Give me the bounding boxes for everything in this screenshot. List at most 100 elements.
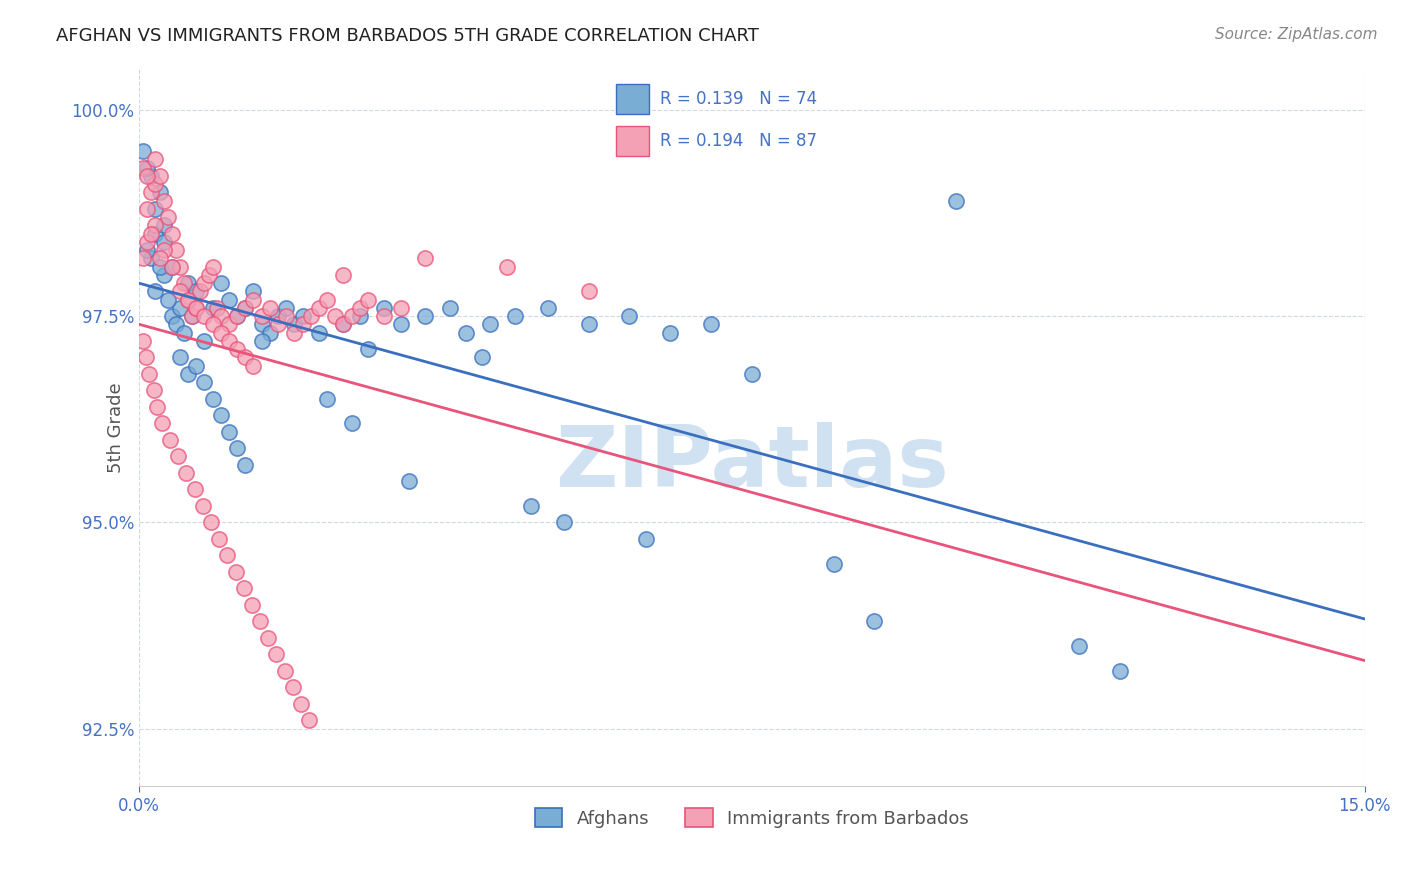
Point [177, 293, 200, 307]
Point [169, 260, 191, 274]
Point [152, 219, 174, 233]
Point [290, 697, 312, 711]
Point [136, 161, 159, 175]
Legend: Afghans, Immigrants from Barbados: Afghans, Immigrants from Barbados [527, 801, 976, 835]
Point [226, 309, 249, 323]
Point [132, 252, 155, 266]
Point [218, 293, 240, 307]
Y-axis label: 5th Grade: 5th Grade [107, 382, 125, 473]
Point [232, 582, 254, 596]
Point [413, 309, 436, 323]
Point [176, 466, 198, 480]
Point [141, 252, 163, 266]
Point [373, 309, 395, 323]
Point [136, 202, 159, 216]
Point [218, 318, 240, 332]
Point [823, 557, 845, 571]
Point [226, 342, 249, 356]
Point [741, 367, 763, 381]
Point [138, 367, 160, 381]
Point [136, 235, 159, 249]
Point [659, 326, 682, 340]
Point [225, 565, 247, 579]
Point [249, 615, 271, 629]
Point [537, 301, 560, 315]
Point [349, 301, 371, 315]
Point [186, 285, 208, 299]
Point [152, 194, 174, 208]
Point [316, 293, 339, 307]
Point [167, 450, 190, 464]
Point [240, 598, 263, 612]
Point [479, 318, 502, 332]
Point [218, 334, 240, 348]
Point [208, 532, 231, 546]
Point [520, 499, 543, 513]
Point [152, 243, 174, 257]
Point [209, 309, 232, 323]
Point [135, 351, 157, 365]
Point [267, 309, 290, 323]
Point [259, 326, 281, 340]
Point [145, 285, 167, 299]
Point [357, 293, 380, 307]
Point [156, 210, 179, 224]
Point [160, 260, 183, 274]
Point [145, 227, 167, 241]
Text: Source: ZipAtlas.com: Source: ZipAtlas.com [1215, 27, 1378, 42]
Point [201, 260, 224, 274]
Point [177, 293, 200, 307]
Point [160, 260, 183, 274]
Point [503, 309, 526, 323]
Point [308, 326, 330, 340]
Point [266, 648, 288, 662]
Point [233, 301, 256, 315]
Point [233, 458, 256, 472]
Point [250, 318, 273, 332]
Point [132, 334, 155, 348]
Point [308, 301, 330, 315]
Point [283, 326, 305, 340]
Point [299, 309, 322, 323]
Point [209, 326, 232, 340]
Point [634, 532, 657, 546]
Point [553, 516, 575, 530]
Point [136, 169, 159, 183]
Point [146, 400, 169, 414]
Point [259, 301, 281, 315]
Point [242, 285, 264, 299]
Point [389, 318, 412, 332]
Point [205, 301, 228, 315]
Point [193, 334, 215, 348]
Point [145, 219, 167, 233]
Point [291, 309, 314, 323]
Point [181, 309, 204, 323]
Point [1067, 639, 1090, 653]
Point [291, 318, 314, 332]
Point [340, 417, 363, 431]
Point [217, 549, 239, 563]
Point [201, 318, 224, 332]
Point [136, 243, 159, 257]
Point [165, 318, 187, 332]
Point [700, 318, 723, 332]
Point [169, 285, 191, 299]
Point [201, 301, 224, 315]
Point [193, 309, 215, 323]
Point [209, 276, 232, 290]
Point [233, 301, 256, 315]
Point [373, 301, 395, 315]
Point [209, 408, 232, 422]
Point [298, 714, 321, 728]
Point [186, 359, 208, 373]
Point [183, 483, 205, 497]
Point [454, 326, 477, 340]
Point [257, 631, 280, 645]
Point [233, 351, 256, 365]
Point [193, 375, 215, 389]
Text: AFGHAN VS IMMIGRANTS FROM BARBADOS 5TH GRADE CORRELATION CHART: AFGHAN VS IMMIGRANTS FROM BARBADOS 5TH G… [56, 27, 759, 45]
Point [156, 293, 179, 307]
Point [150, 417, 173, 431]
Point [132, 161, 155, 175]
Point [190, 285, 212, 299]
